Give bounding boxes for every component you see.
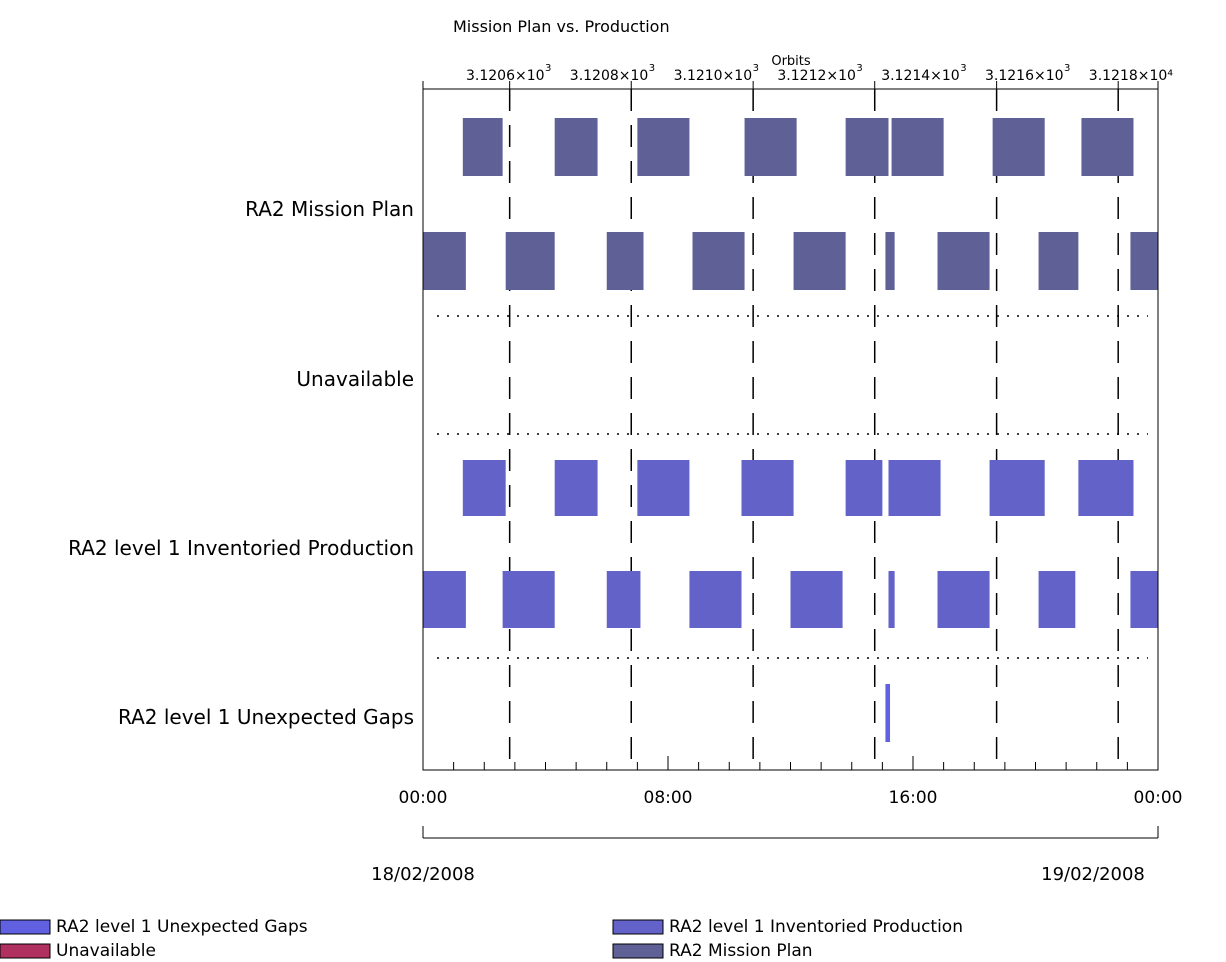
legend-label: RA2 Mission Plan (669, 941, 813, 961)
bar (891, 118, 944, 176)
bar (937, 571, 990, 628)
bar (462, 460, 506, 516)
top-tick-exponent: 3 (545, 63, 551, 74)
bar (790, 571, 843, 628)
bar (505, 232, 555, 290)
bar (689, 571, 742, 628)
top-tick-label: 3.1206×10 (466, 68, 545, 84)
bar (554, 460, 598, 516)
bottom-axis: 00:00 08:00 16:00 00:00 18/02/2008 19/02/2008 (371, 756, 1183, 885)
bar (423, 571, 466, 628)
bar (989, 460, 1045, 516)
bar (793, 232, 846, 290)
bar (937, 232, 990, 290)
legend-label: Unavailable (56, 941, 156, 961)
top-tick-label: 3.1216×10 (985, 68, 1064, 84)
bar (637, 118, 690, 176)
row-label: RA2 level 1 Inventoried Production (68, 536, 414, 560)
bar (1130, 232, 1158, 290)
bar (741, 460, 794, 516)
top-tick-label: 3.1218×10⁴ (1089, 68, 1174, 84)
bar (423, 232, 466, 290)
top-tick-exponent: 3 (753, 63, 759, 74)
bar (885, 232, 895, 290)
plot-frame (422, 88, 1159, 771)
legend-label: RA2 level 1 Unexpected Gaps (56, 917, 308, 937)
row-label: RA2 Mission Plan (245, 197, 414, 221)
x-tick-label: 16:00 (889, 788, 938, 808)
bar (1038, 571, 1076, 628)
top-axis-label: Orbits (771, 54, 811, 69)
top-tick-label: 3.1210×10 (674, 68, 753, 84)
legend-swatch (612, 943, 664, 959)
bar (992, 118, 1045, 176)
bar (1081, 118, 1134, 176)
x-tick-label: 08:00 (644, 788, 693, 808)
bar (606, 571, 641, 628)
top-tick-exponent: 3 (649, 63, 655, 74)
row-labels: RA2 Mission Plan Unavailable RA2 level 1 I… (68, 197, 414, 729)
bar (462, 118, 503, 176)
legend-label: RA2 level 1 Inventoried Production (669, 917, 963, 937)
gap-bar (885, 684, 891, 742)
bar (888, 571, 895, 628)
bars (423, 118, 1158, 742)
top-tick-exponent: 3 (960, 63, 966, 74)
orbit-guides (437, 89, 1148, 770)
bar (692, 232, 745, 290)
top-tick-label: 3.1208×10 (570, 68, 649, 84)
bar (845, 460, 883, 516)
bar (1130, 571, 1158, 628)
legend-swatch (612, 919, 664, 935)
row-label: Unavailable (296, 367, 414, 391)
x-tick-label: 00:00 (1134, 788, 1183, 808)
bar (888, 460, 941, 516)
bar (1038, 232, 1079, 290)
legend-swatch (0, 919, 51, 935)
date-label: 19/02/2008 (1041, 864, 1145, 885)
legend-swatch (0, 943, 51, 959)
bar (637, 460, 690, 516)
bar (1078, 460, 1134, 516)
bar (606, 232, 644, 290)
x-tick-label: 00:00 (399, 788, 448, 808)
top-tick-label: 3.1214×10 (881, 68, 960, 84)
bar (554, 118, 598, 176)
legend: RA2 level 1 Unexpected Gaps Unavailable RA… (0, 917, 963, 961)
top-axis-ticks: 3.1206×10 3.1208×10 3.1210×10 3.1212×10 3.12… (422, 63, 1174, 90)
row-label: RA2 level 1 Unexpected Gaps (118, 705, 414, 729)
top-tick-exponent: 3 (856, 63, 862, 74)
top-tick-label: 3.1212×10 (777, 68, 856, 84)
bar (845, 118, 889, 176)
date-label: 18/02/2008 (371, 864, 475, 885)
chart-title: Mission Plan vs. Production (453, 17, 670, 36)
bar (744, 118, 797, 176)
top-tick-exponent: 3 (1064, 63, 1070, 74)
bar (502, 571, 555, 628)
